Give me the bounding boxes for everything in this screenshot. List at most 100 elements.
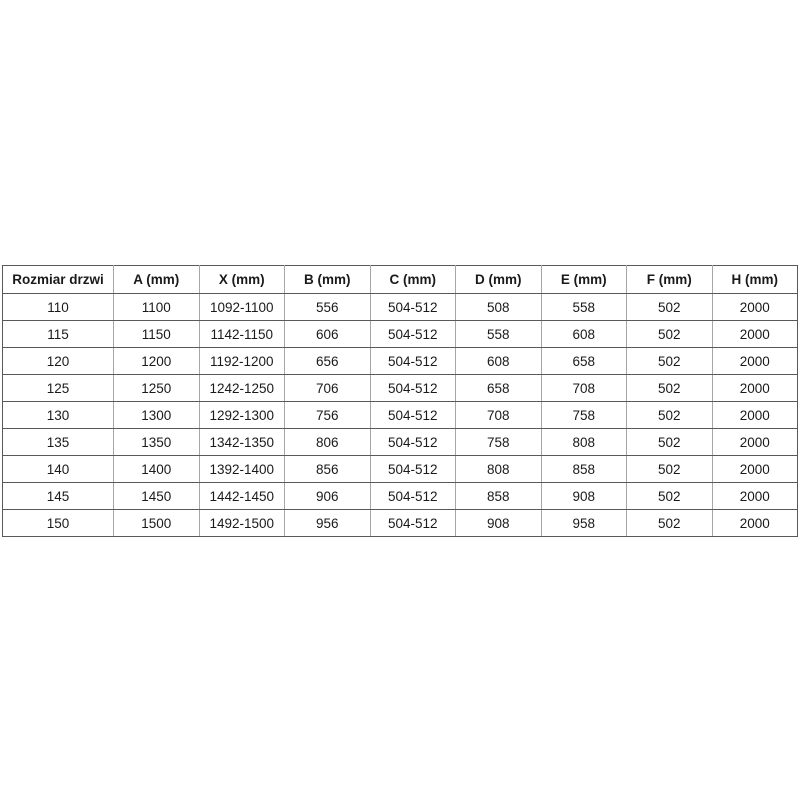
table-cell: 708 — [455, 401, 542, 429]
table-cell: 758 — [540, 401, 627, 429]
table-cell: 808 — [455, 455, 542, 483]
table-cell: 1242-1250 — [198, 374, 285, 402]
table-cell: 502 — [626, 428, 713, 456]
column-header: Rozmiar drzwi — [2, 265, 114, 294]
table-cell: 2000 — [711, 320, 798, 348]
table-cell: 502 — [626, 320, 713, 348]
table-cell: 1500 — [113, 509, 200, 537]
table-cell: 1400 — [113, 455, 200, 483]
table-cell: 504-512 — [369, 455, 456, 483]
table-cell: 2000 — [711, 293, 798, 321]
table-cell: 2000 — [711, 374, 798, 402]
table-row: 145 1450 1442-1450 906 504-512 858 908 502 2000 — [2, 482, 798, 510]
table-cell: 110 — [2, 293, 114, 321]
table-cell: 502 — [626, 482, 713, 510]
table-cell: 502 — [626, 509, 713, 537]
table-cell: 656 — [284, 347, 371, 375]
table-cell: 658 — [540, 347, 627, 375]
column-header: A (mm) — [113, 265, 200, 294]
table-cell: 125 — [2, 374, 114, 402]
table-cell: 1092-1100 — [198, 293, 285, 321]
table-cell: 135 — [2, 428, 114, 456]
table-cell: 504-512 — [369, 401, 456, 429]
table-cell: 1300 — [113, 401, 200, 429]
table-row: 125 1250 1242-1250 706 504-512 658 708 502 2000 — [2, 374, 798, 402]
table-cell: 1292-1300 — [198, 401, 285, 429]
table-cell: 558 — [540, 293, 627, 321]
table-cell: 150 — [2, 509, 114, 537]
table-cell: 2000 — [711, 347, 798, 375]
table-cell: 1342-1350 — [198, 428, 285, 456]
table-cell: 140 — [2, 455, 114, 483]
table-cell: 504-512 — [369, 482, 456, 510]
table-row: 115 1150 1142-1150 606 504-512 558 608 502 2000 — [2, 320, 798, 348]
table-cell: 504-512 — [369, 293, 456, 321]
table-row: 150 1500 1492-1500 956 504-512 908 958 502 2000 — [2, 509, 798, 537]
table-row: 130 1300 1292-1300 756 504-512 708 758 502 2000 — [2, 401, 798, 429]
table-cell: 504-512 — [369, 374, 456, 402]
table-cell: 908 — [540, 482, 627, 510]
table-cell: 906 — [284, 482, 371, 510]
column-header: C (mm) — [369, 265, 456, 294]
table-cell: 502 — [626, 293, 713, 321]
column-header: X (mm) — [198, 265, 285, 294]
table-cell: 120 — [2, 347, 114, 375]
door-size-spec-table: Rozmiar drzwi A (mm) X (mm) B (mm) C (mm) D (… — [2, 265, 798, 537]
table-cell: 758 — [455, 428, 542, 456]
table-row: 135 1350 1342-1350 806 504-512 758 808 502 2000 — [2, 428, 798, 456]
table-cell: 502 — [626, 455, 713, 483]
table-cell: 1350 — [113, 428, 200, 456]
table-cell: 504-512 — [369, 320, 456, 348]
table-cell: 1450 — [113, 482, 200, 510]
table-cell: 1192-1200 — [198, 347, 285, 375]
table-cell: 956 — [284, 509, 371, 537]
table-cell: 1142-1150 — [198, 320, 285, 348]
table-row: 120 1200 1192-1200 656 504-512 608 658 502 2000 — [2, 347, 798, 375]
table-cell: 558 — [455, 320, 542, 348]
table-cell: 504-512 — [369, 509, 456, 537]
table-cell: 504-512 — [369, 347, 456, 375]
table-cell: 502 — [626, 401, 713, 429]
table-cell: 504-512 — [369, 428, 456, 456]
table-cell: 2000 — [711, 428, 798, 456]
table-cell: 502 — [626, 347, 713, 375]
table-cell: 606 — [284, 320, 371, 348]
table-cell: 1200 — [113, 347, 200, 375]
column-header: B (mm) — [284, 265, 371, 294]
table-cell: 1250 — [113, 374, 200, 402]
table-cell: 806 — [284, 428, 371, 456]
column-header: D (mm) — [455, 265, 542, 294]
table-row: 110 1100 1092-1100 556 504-512 508 558 502 2000 — [2, 293, 798, 321]
table-cell: 908 — [455, 509, 542, 537]
table-cell: 1392-1400 — [198, 455, 285, 483]
table-cell: 2000 — [711, 401, 798, 429]
table-cell: 708 — [540, 374, 627, 402]
table-cell: 2000 — [711, 455, 798, 483]
table-cell: 808 — [540, 428, 627, 456]
table-cell: 502 — [626, 374, 713, 402]
table-cell: 658 — [455, 374, 542, 402]
table-cell: 756 — [284, 401, 371, 429]
table-cell: 856 — [284, 455, 371, 483]
table-cell: 1492-1500 — [198, 509, 285, 537]
table-cell: 1442-1450 — [198, 482, 285, 510]
table-cell: 608 — [455, 347, 542, 375]
table-cell: 958 — [540, 509, 627, 537]
table-cell: 508 — [455, 293, 542, 321]
table-cell: 1150 — [113, 320, 200, 348]
table-cell: 706 — [284, 374, 371, 402]
table-cell: 858 — [455, 482, 542, 510]
table-cell: 145 — [2, 482, 114, 510]
table-cell: 130 — [2, 401, 114, 429]
table-cell: 556 — [284, 293, 371, 321]
table-cell: 2000 — [711, 509, 798, 537]
table-cell: 608 — [540, 320, 627, 348]
table-row: 140 1400 1392-1400 856 504-512 808 858 502 2000 — [2, 455, 798, 483]
table-cell: 2000 — [711, 482, 798, 510]
table-cell: 858 — [540, 455, 627, 483]
table-cell: 1100 — [113, 293, 200, 321]
column-header: H (mm) — [711, 265, 798, 294]
column-header: E (mm) — [540, 265, 627, 294]
table-cell: 115 — [2, 320, 114, 348]
